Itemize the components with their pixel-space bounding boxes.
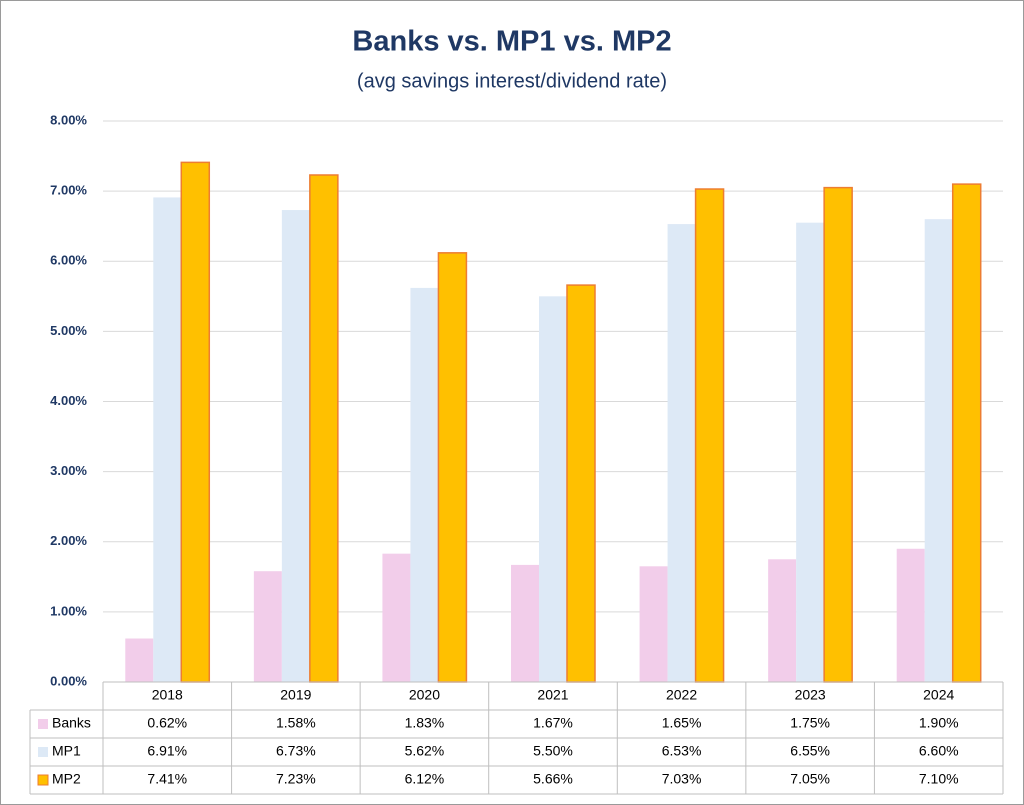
legend-swatch — [38, 747, 48, 757]
bar — [924, 219, 953, 683]
table-value: 7.03% — [662, 771, 702, 787]
table-value: 1.83% — [405, 715, 445, 731]
table-value: 1.65% — [662, 715, 702, 731]
legend-swatch — [37, 774, 49, 786]
chart-subtitle: (avg savings interest/dividend rate) — [357, 70, 667, 92]
bar — [694, 188, 725, 683]
table-value: 7.23% — [276, 771, 316, 787]
bar — [796, 222, 825, 682]
bar — [153, 197, 182, 682]
table-value: 1.67% — [533, 715, 573, 731]
x-tick-label: 2020 — [409, 687, 440, 703]
table-value: 6.55% — [790, 743, 830, 759]
bar — [253, 571, 282, 682]
table-value: 0.62% — [147, 715, 187, 731]
y-tick-label: 4.00% — [50, 393, 87, 408]
y-tick-label: 1.00% — [50, 603, 87, 618]
bar — [639, 566, 668, 682]
y-tick-label: 5.00% — [50, 323, 87, 338]
bar — [823, 186, 853, 683]
table-value: 7.10% — [919, 771, 959, 787]
legend-label: MP1 — [52, 743, 81, 759]
table-value: 6.73% — [276, 743, 316, 759]
y-tick-label: 6.00% — [50, 253, 87, 268]
table-value: 5.66% — [533, 771, 573, 787]
x-tick-label: 2022 — [666, 687, 697, 703]
table-value: 6.53% — [662, 743, 702, 759]
table-value: 7.41% — [147, 771, 187, 787]
bar — [281, 210, 310, 682]
bar — [437, 252, 468, 683]
legend-label: Banks — [52, 715, 91, 731]
bar — [896, 548, 925, 682]
table-value: 1.58% — [276, 715, 316, 731]
chart-title: Banks vs. MP1 vs. MP2 — [352, 26, 671, 58]
bar — [382, 553, 411, 682]
legend-swatch — [38, 719, 48, 729]
table-value: 7.05% — [790, 771, 830, 787]
bar — [125, 638, 154, 682]
bar — [539, 296, 567, 682]
table-value: 6.91% — [147, 743, 187, 759]
x-tick-label: 2021 — [537, 687, 568, 703]
y-tick-label: 0.00% — [50, 673, 87, 688]
legend-label: MP2 — [52, 771, 81, 787]
bar — [768, 559, 797, 682]
bar — [309, 174, 339, 683]
table-value: 6.12% — [405, 771, 445, 787]
x-tick-label: 2019 — [280, 687, 311, 703]
table-value: 1.75% — [790, 715, 830, 731]
table-value: 1.90% — [919, 715, 959, 731]
y-tick-label: 2.00% — [50, 533, 87, 548]
y-tick-label: 8.00% — [50, 112, 87, 127]
bar — [951, 183, 982, 683]
x-tick-label: 2018 — [152, 687, 183, 703]
table-value: 5.50% — [533, 743, 573, 759]
x-tick-label: 2024 — [923, 687, 954, 703]
table-value: 5.62% — [405, 743, 445, 759]
y-tick-label: 3.00% — [50, 463, 87, 478]
table-value: 6.60% — [919, 743, 959, 759]
x-tick-label: 2023 — [795, 687, 826, 703]
bar — [410, 287, 439, 682]
y-tick-label: 7.00% — [50, 183, 87, 198]
bar — [511, 564, 539, 682]
bar — [667, 224, 696, 683]
bar — [180, 161, 211, 683]
bar — [566, 284, 596, 683]
